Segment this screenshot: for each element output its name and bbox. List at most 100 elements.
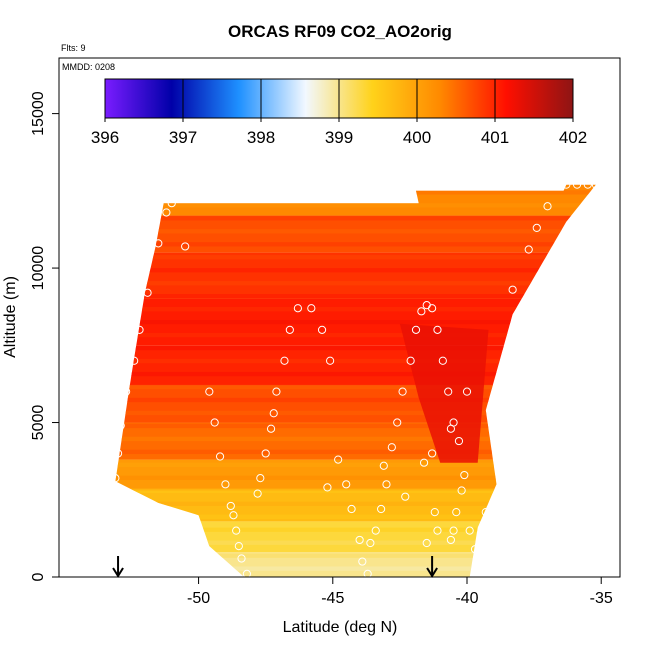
observation-point — [272, 387, 281, 396]
observation-point — [417, 307, 426, 316]
observation-point — [543, 202, 552, 211]
observation-point — [366, 538, 375, 548]
colorbar-tick-label: 402 — [559, 128, 587, 147]
observation-point — [113, 449, 123, 458]
observation-point — [358, 557, 367, 566]
observation-point — [438, 356, 447, 365]
curtain-stripe — [115, 281, 596, 286]
colorbar-tick-label: 398 — [247, 128, 275, 147]
observation-point — [162, 208, 171, 217]
observation-point — [111, 474, 120, 483]
curtain-stripe — [115, 410, 596, 416]
observation-point — [266, 424, 276, 433]
observation-point — [269, 409, 278, 418]
curtain-stripe — [115, 345, 596, 351]
curtain-band — [115, 184, 596, 216]
observation-point — [242, 569, 251, 577]
observation-point — [401, 492, 410, 501]
observation-point — [387, 443, 396, 452]
x-axis-label: Latitude (deg N) — [283, 619, 398, 636]
curtain-stripe — [115, 294, 596, 299]
observation-point — [473, 560, 482, 569]
observation-point — [457, 486, 466, 495]
surface-arrows — [112, 556, 438, 578]
x-tick-label: -35 — [590, 590, 613, 607]
observation-point — [481, 508, 490, 517]
curtain-stripe — [115, 462, 596, 468]
curtain-stripe — [115, 255, 596, 260]
observation-point — [116, 421, 125, 430]
observation-point — [342, 480, 351, 489]
observation-point — [583, 180, 592, 189]
curtain-band — [115, 215, 596, 253]
y-tick-label: 5000 — [30, 405, 47, 441]
curtain-stripe — [115, 306, 596, 312]
curtain-stripe — [115, 358, 596, 364]
observation-point — [181, 242, 190, 251]
curtain-stripe — [115, 319, 596, 325]
observation-point — [508, 285, 517, 294]
curtain-band — [115, 345, 596, 386]
x-tick-label: -40 — [455, 590, 478, 607]
observation-point — [398, 387, 407, 396]
curtain-stripe — [115, 540, 596, 545]
observation-point — [256, 474, 265, 483]
observation-point — [205, 387, 214, 396]
surface-arrow — [112, 556, 124, 578]
observation-point — [465, 526, 474, 535]
observation-point — [226, 501, 235, 511]
observation-point — [562, 180, 571, 189]
curtain-band — [115, 521, 596, 553]
observation-point — [317, 325, 327, 334]
observation-point — [280, 356, 289, 365]
observation-point — [460, 470, 469, 480]
observation-point — [234, 542, 243, 551]
observation-point — [452, 508, 461, 517]
observation-point — [419, 458, 429, 467]
curtain-band — [115, 385, 596, 423]
curtain-stripe — [115, 268, 596, 273]
observation-point — [428, 449, 437, 458]
observation-point — [293, 304, 302, 313]
observation-point — [261, 449, 270, 458]
observation-point — [363, 569, 372, 577]
observation-point — [167, 199, 176, 208]
colorbar-tick-label: 400 — [403, 128, 431, 147]
observation-point — [382, 480, 391, 489]
curtain-stripe — [115, 488, 596, 493]
observation-point — [446, 424, 455, 433]
curtain-stripe — [115, 242, 596, 247]
curtain-stripe — [115, 190, 596, 195]
observation-point — [462, 387, 472, 396]
observation-point — [371, 526, 380, 535]
observation-point — [326, 356, 335, 365]
observation-point — [130, 356, 139, 365]
date-label: MMDD: 0208 — [62, 62, 115, 72]
observation-point — [532, 223, 541, 233]
chart-title: ORCAS RF09 CO2_AO2orig — [228, 22, 452, 41]
observation-point — [377, 504, 386, 514]
curtain-stripe — [115, 475, 596, 480]
observation-point — [215, 452, 225, 461]
y-tick-label: 10000 — [30, 246, 47, 291]
curtain-stripe — [115, 436, 596, 442]
colorbar-tick-label: 399 — [325, 128, 353, 147]
curtain-stripe — [115, 566, 596, 571]
x-axis: -50 -45 -40 -35 — [187, 577, 613, 607]
observation-point — [433, 325, 442, 334]
curtain-stripe — [115, 501, 596, 506]
observation-point — [489, 526, 498, 535]
curtain-stripe — [115, 514, 596, 519]
x-tick-label: -45 — [321, 590, 344, 607]
curtain-stripe — [115, 371, 596, 377]
observation-point — [210, 418, 219, 427]
observation-point — [232, 526, 241, 535]
observation-point — [454, 436, 464, 446]
colorbar: 396 397 398 399 400 401 402 — [91, 78, 587, 147]
observation-point — [154, 239, 163, 248]
observation-point — [430, 508, 439, 517]
observation-point — [428, 304, 437, 313]
surface-arrow — [426, 556, 438, 578]
flights-label: Flts: 9 — [61, 43, 86, 53]
curtain-stripe — [115, 384, 596, 390]
